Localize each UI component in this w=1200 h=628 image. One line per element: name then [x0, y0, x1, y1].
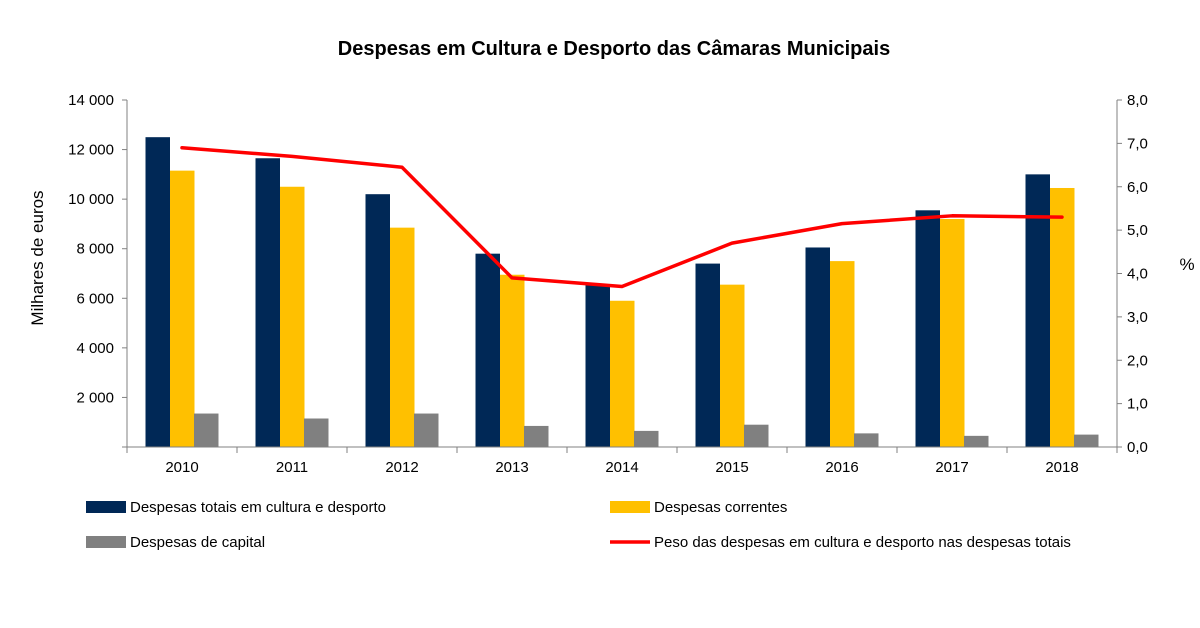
- bar-correntes-2017: [940, 218, 965, 447]
- bar-capital-2011: [304, 418, 329, 447]
- y-right-tick-label: 6,0: [1127, 179, 1148, 196]
- y-tick-label: 4 000: [76, 340, 114, 357]
- y-tick-label: 10 000: [68, 191, 114, 208]
- x-tick-label: 2015: [715, 459, 748, 476]
- y-right-tick-label: 3,0: [1127, 309, 1148, 326]
- bar-capital-2012: [414, 413, 439, 447]
- legend-item: Peso das despesas em cultura e desporto …: [610, 534, 1071, 551]
- x-tick-label: 2012: [385, 459, 418, 476]
- bar-capital-2015: [744, 424, 769, 447]
- bar-capital-2013: [524, 425, 549, 447]
- line-peso-despesas: [180, 145, 1064, 289]
- bar-total-2013: [475, 253, 500, 447]
- legend-label: Despesas correntes: [654, 499, 787, 516]
- bar-capital-2016: [854, 433, 879, 447]
- y-right-tick-label: 4,0: [1127, 266, 1148, 283]
- legend-item: Despesas totais em cultura e desporto: [86, 499, 386, 516]
- bar-correntes-2014: [610, 300, 635, 447]
- bar-correntes-2015: [720, 284, 745, 447]
- y-right-tick-label: 1,0: [1127, 396, 1148, 413]
- x-tick-label: 2016: [825, 459, 858, 476]
- y-right-tick-label: 7,0: [1127, 135, 1148, 152]
- legend-label: Peso das despesas em cultura e desporto …: [654, 534, 1071, 551]
- y-tick-label: 6 000: [76, 290, 114, 307]
- legend: Despesas totais em cultura e desporto Des…: [86, 499, 1071, 551]
- bar-total-2015: [695, 263, 720, 447]
- chart-title: Despesas em Cultura e Desporto das Câmar…: [338, 38, 890, 60]
- legend-item: Despesas de capital: [86, 534, 265, 551]
- legend-label: Despesas de capital: [130, 534, 265, 551]
- legend-swatch: [86, 536, 126, 548]
- bar-correntes-2010: [170, 170, 195, 447]
- x-tick-label: 2017: [935, 459, 968, 476]
- y-right-tick-label: 0,0: [1127, 439, 1148, 456]
- y-right-tick-label: 8,0: [1127, 92, 1148, 109]
- bar-total-2018: [1025, 174, 1050, 448]
- bar-correntes-2013: [500, 274, 525, 447]
- bar-total-2010: [145, 137, 170, 447]
- bar-total-2016: [805, 247, 830, 447]
- y-tick-label: 2 000: [76, 389, 114, 406]
- bar-group: [145, 137, 1099, 448]
- legend-swatch: [610, 501, 650, 513]
- x-tick-label: 2011: [276, 459, 308, 476]
- legend-label: Despesas totais em cultura e desporto: [130, 499, 386, 516]
- bar-capital-2010: [194, 413, 219, 447]
- bar-capital-2018: [1074, 434, 1099, 447]
- x-tick-label: 2014: [605, 459, 638, 476]
- bar-capital-2014: [634, 430, 659, 447]
- bar-capital-2017: [964, 435, 989, 447]
- y-tick-label: 12 000: [68, 142, 114, 159]
- y-right-axis-label: %: [1179, 255, 1194, 274]
- y-right-tick-label: 5,0: [1127, 222, 1148, 239]
- bar-correntes-2018: [1050, 187, 1075, 448]
- bar-correntes-2011: [280, 186, 305, 447]
- x-tick-label: 2018: [1045, 459, 1078, 476]
- y-right-tick-label: 2,0: [1127, 352, 1148, 369]
- bar-total-2014: [585, 284, 610, 447]
- bar-total-2017: [915, 210, 940, 447]
- legend-swatch: [86, 501, 126, 513]
- y-axis-label: Milhares de euros: [28, 190, 47, 325]
- x-tick-label: 2010: [165, 459, 198, 476]
- legend-item: Despesas correntes: [610, 499, 787, 516]
- y-tick-label: 14 000: [68, 92, 114, 109]
- line-layer: [180, 145, 1064, 289]
- y-tick-label: 8 000: [76, 241, 114, 258]
- x-tick-label: 2013: [495, 459, 528, 476]
- bar-total-2012: [365, 194, 390, 447]
- bar-correntes-2012: [390, 227, 415, 447]
- bar-correntes-2016: [830, 261, 855, 447]
- axes: 2 000 4 000 6 000 8 000 10 000 12 000 14 000 0,…: [68, 92, 1148, 476]
- bar-total-2011: [255, 158, 280, 447]
